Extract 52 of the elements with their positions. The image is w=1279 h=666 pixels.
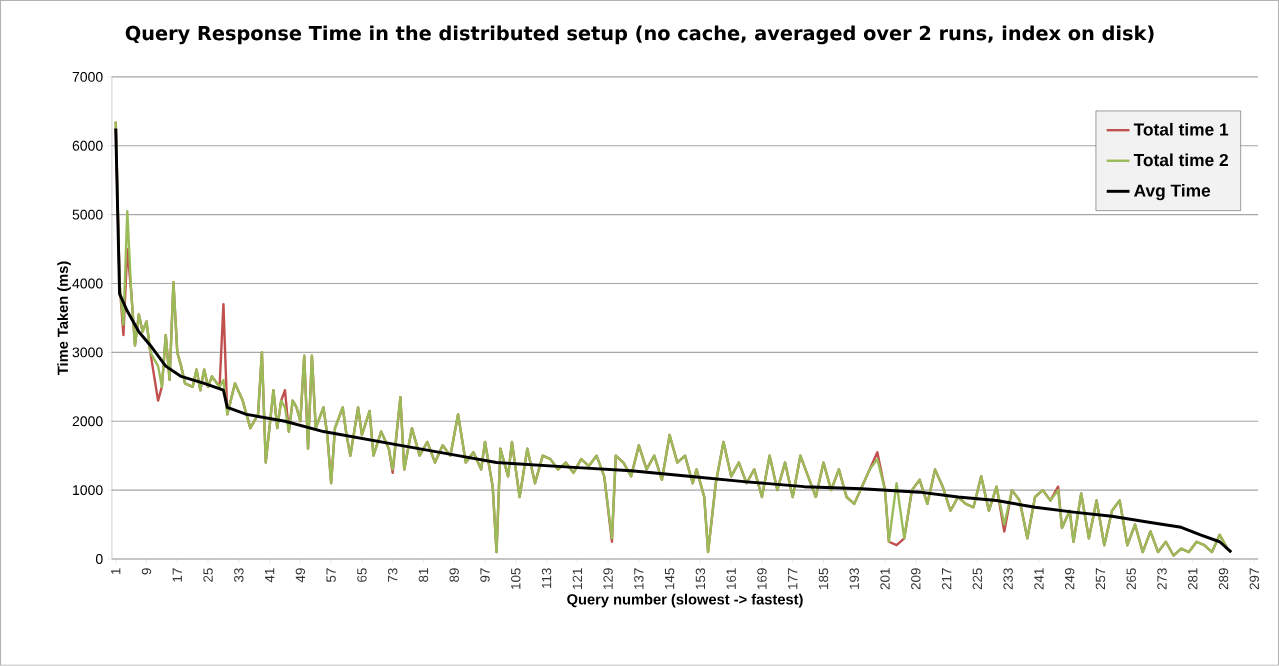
x-tick-label: 49 [295, 568, 306, 583]
y-tick-label: 6000 [72, 140, 103, 151]
y-tick-label: 5000 [72, 209, 103, 220]
x-tick-label: 273 [1157, 568, 1167, 590]
x-tick-label: 33 [234, 568, 244, 583]
x-tick-label: 209 [911, 568, 921, 590]
x-tick-label: 193 [849, 568, 859, 589]
x-tick-label: 1 [111, 568, 121, 575]
legend-label: Total time 1 [1133, 122, 1229, 136]
x-tick-label: 225 [972, 568, 983, 590]
x-axis-title: Query number (slowest -> fastest) [567, 593, 803, 608]
x-tick-label: 265 [1126, 568, 1136, 590]
x-tick-label: 145 [664, 568, 675, 589]
y-tick-label: 1000 [73, 485, 103, 496]
x-tick-label: 233 [1003, 568, 1013, 590]
x-tick-label: 257 [1095, 568, 1106, 590]
x-tick-label: 281 [1188, 568, 1198, 590]
y-axis-title: Time Taken (ms) [57, 261, 71, 376]
x-tick-label: 105 [511, 568, 521, 589]
y-tick-label: 2000 [72, 416, 103, 427]
y-tick-label: 7000 [72, 71, 103, 82]
x-tick-label: 129 [603, 568, 613, 589]
x-tick-label: 81 [418, 568, 429, 582]
x-tick-label: 137 [634, 568, 644, 589]
x-tick-label: 57 [326, 568, 336, 583]
x-tick-label: 217 [941, 568, 952, 590]
x-tick-label: 41 [265, 568, 275, 583]
legend-label: Avg Time [1134, 184, 1211, 201]
x-tick-label: 161 [726, 568, 736, 589]
y-tick-label: 0 [95, 554, 103, 564]
x-tick-label: 249 [1064, 568, 1075, 590]
legend-label: Total time 2 [1133, 153, 1228, 167]
x-tick-label: 121 [572, 568, 582, 589]
x-tick-label: 113 [541, 568, 552, 588]
chart-title: Query Response Time in the distributed setup (no cache, averaged over 2 runs, index on disk) [125, 25, 1154, 45]
x-tick-label: 89 [449, 568, 459, 582]
y-tick-label: 3000 [72, 347, 103, 358]
x-tick-label: 177 [788, 568, 798, 589]
x-tick-label: 9 [141, 568, 152, 575]
y-tick-label: 4000 [72, 278, 103, 289]
x-tick-label: 153 [695, 568, 706, 589]
x-tick-label: 25 [203, 568, 213, 582]
x-tick-label: 65 [357, 568, 367, 582]
x-tick-label: 17 [172, 568, 182, 582]
x-tick-label: 289 [1218, 568, 1229, 590]
x-tick-label: 185 [818, 568, 829, 589]
x-tick-label: 169 [757, 568, 767, 589]
x-tick-label: 297 [1249, 568, 1260, 590]
x-tick-label: 201 [880, 568, 890, 590]
x-tick-label: 97 [480, 568, 490, 582]
x-tick-label: 241 [1034, 568, 1044, 590]
x-tick-label: 73 [387, 568, 398, 582]
